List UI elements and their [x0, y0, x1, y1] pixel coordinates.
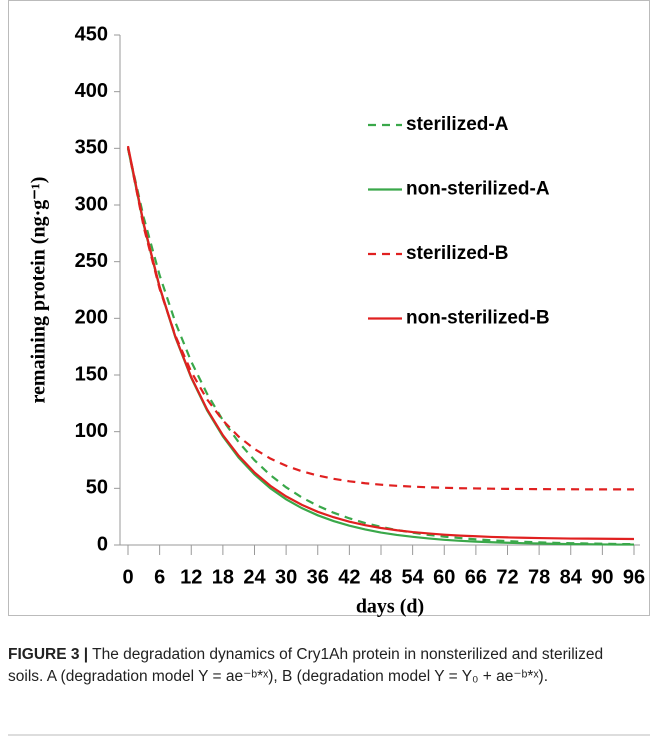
x-tick-label: 0	[122, 566, 133, 588]
y-tick-label: 350	[75, 137, 108, 159]
y-tick-label: 450	[75, 23, 108, 45]
legend-label: sterilized-A	[406, 114, 509, 135]
x-tick-label: 12	[180, 566, 202, 588]
y-tick-label: 300	[75, 193, 108, 215]
series-line	[126, 146, 634, 491]
y-tick-label: 0	[97, 533, 108, 555]
x-tick-label: 18	[212, 566, 234, 588]
caption-text: The degradation dynamics of Cry1Ah prote…	[8, 646, 604, 685]
series-line	[126, 148, 635, 546]
x-tick-label: 36	[307, 566, 329, 588]
y-tick-label: 150	[75, 363, 108, 385]
legend-label: non-sterilized-A	[406, 179, 550, 200]
x-axis-title: days (d)	[356, 596, 424, 618]
legend-label: sterilized-B	[406, 243, 508, 264]
x-tick-label: 78	[528, 566, 550, 588]
x-tick-label: 42	[338, 566, 360, 588]
x-tick-label: 96	[623, 566, 645, 588]
series-line	[126, 145, 635, 541]
y-tick-label: 250	[75, 250, 108, 272]
y-tick-label: 100	[75, 420, 108, 442]
caption-label: FIGURE 3 |	[8, 646, 89, 663]
x-tick-label: 6	[154, 566, 165, 588]
x-tick-label: 24	[243, 566, 266, 588]
y-axis-title: remaining protein (ng·g⁻¹)	[28, 177, 50, 404]
chart: days (d) remaining protein (ng·g⁻¹) 0 50 1…	[8, 0, 650, 618]
x-tick-label: 30	[275, 566, 297, 588]
x-tick-label: 60	[433, 566, 455, 588]
legend-label: non-sterilized-B	[406, 308, 550, 329]
x-tick-label: 66	[465, 566, 487, 588]
x-tick-label: 90	[591, 566, 613, 588]
x-tick-label: 84	[560, 566, 583, 588]
x-tick-label: 72	[496, 566, 518, 588]
y-tick-label: 400	[75, 80, 108, 102]
y-tick-label: 200	[75, 307, 108, 329]
x-tick-label: 48	[370, 566, 392, 588]
caption: FIGURE 3 | The degradation dynamics of C…	[8, 644, 638, 688]
x-tick-label: 54	[402, 566, 425, 588]
frame	[8, 0, 650, 616]
y-tick-label: 50	[86, 477, 108, 499]
